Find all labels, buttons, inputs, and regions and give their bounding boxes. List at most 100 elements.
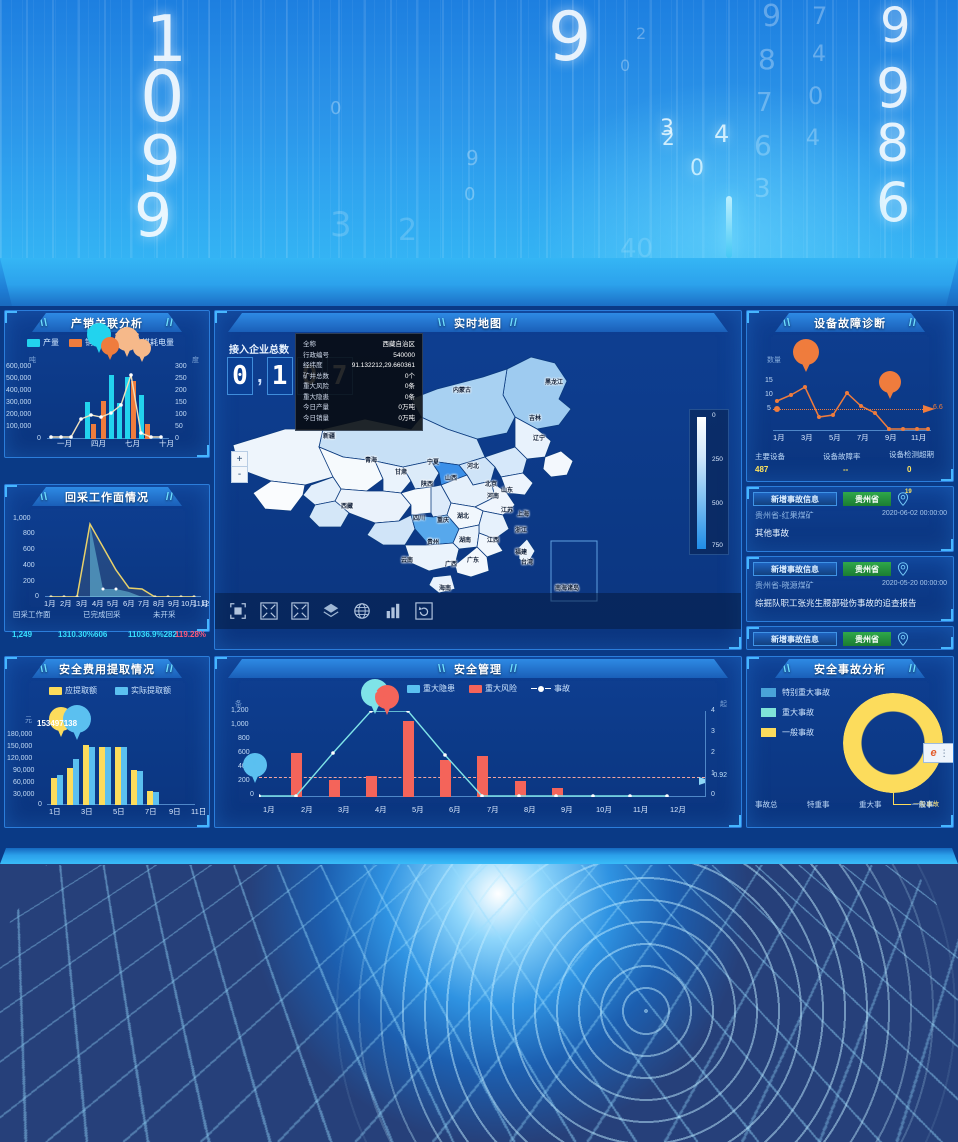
legend-item[interactable]: 产量 [27,337,59,348]
tooltip-row: 今日销量 0万吨 [303,414,415,425]
x-tick: 四月 [91,439,106,448]
footer-value: 0 [907,465,912,474]
legend-item[interactable]: 一般事故 [761,727,830,738]
x-tick: 十月 [159,439,174,448]
legend-label: 产量 [43,338,59,347]
legend-label: 应提取额 [65,686,97,695]
tooltip-key: 矿井总数 [303,372,329,380]
legend-label: 重大事故 [782,708,814,717]
province-label: 南海诸岛 [555,586,580,592]
footer-value: 119.28% [174,630,206,639]
line-series-equipment [774,385,935,431]
province-label: 江西 [487,538,500,544]
legend-gradient [697,417,706,549]
province-badge: 贵州省 [843,492,891,506]
tooltip-row: 重大风险 0条 [303,382,415,393]
mining-face-footer: 回采工作面 已完成回采 未开采 [5,609,209,629]
legend-item[interactable]: 重大隐患 [407,683,455,694]
map-zoom-in-button[interactable]: + [231,451,248,467]
footer-value: 11036.9%282 [128,630,177,639]
footer-value: 1,249 [12,630,33,639]
accident-card[interactable]: 新增事故信息 贵州省 [746,626,954,650]
balloon-marker[interactable]: 0 [879,371,901,401]
panel-title-text: 安全费用提取情况 [59,663,155,676]
location-pin-icon: 19 [897,489,912,507]
accident-card[interactable]: 新增事故信息 贵州省 19 贵州省-红果煤矿 2020-06-02 00:00:… [746,486,954,552]
dashboard-bottom-bar [0,848,958,864]
accident-tag: 新增事故信息 [753,562,837,576]
balloon-marker[interactable] [63,705,91,741]
chart-plot-equipment: 15 10 5 6.6 [765,373,943,431]
counter-label: 接入企业总数 [229,345,289,356]
title-slash-left: \\ [40,490,49,503]
province-label: 上海 [517,512,530,518]
balloon-value: 573.06 [86,328,112,337]
province-label: 吉林 [529,416,542,422]
balloon-marker[interactable]: 1075 [375,685,399,716]
legend-item[interactable]: 事故 [531,683,570,694]
legend-label: 特别重大事故 [782,688,830,697]
layers-icon[interactable] [322,602,340,620]
balloon-marker[interactable]: 272 [133,339,151,363]
tooltip-key: 重大隐患 [303,393,329,401]
select-region-icon[interactable] [229,602,247,620]
province-label: 青海 [365,458,378,464]
globe-icon[interactable] [353,602,371,620]
donut-callout-line [893,804,911,805]
balloon-value: 0 [252,758,258,767]
balloon-marker[interactable]: 5 [101,337,119,361]
legend-label: 重大隐患 [423,684,455,693]
accident-analysis-footer: 事故总 特重事 重大事 一般事 [747,799,953,825]
expand-icon[interactable] [260,602,278,620]
accident-tag: 新增事故信息 [753,632,837,646]
map-svg[interactable] [215,333,742,629]
legend-level: 500 [712,500,723,507]
legend-item[interactable]: 重大风险 [469,683,517,694]
map-zoom-controls: + - [231,451,248,483]
title-slash-right: // [165,662,174,675]
tooltip-key: 今日销量 [303,414,329,422]
line-series-hazards [259,711,705,797]
footer-label: 重大事 [859,800,882,809]
x-tick: 七月 [125,439,140,448]
title-slash-right: // [908,316,917,329]
chart-icon[interactable] [384,602,402,620]
y-axis-unit-right: 度 [192,357,199,364]
accident-time: 2020-05-20 00:00:00 [882,580,947,587]
tooltip-row: 今日产量 0万吨 [303,403,415,414]
donut-slice-label: 一般事故 [913,801,939,808]
legend-item[interactable]: 特别重大事故 [761,687,830,698]
tooltip-value: 540000 [393,351,415,359]
accident-desc: 其他事故 [755,528,790,538]
title-slash-left: \\ [783,662,792,675]
line-series-power [49,373,163,439]
legend-item[interactable]: 应提取额 [49,685,97,696]
province-label: 新疆 [323,434,336,440]
location-pin-icon [897,562,909,577]
legend-safety-cost: 应提取额 实际提取额 [49,685,171,696]
map-zoom-out-button[interactable]: - [231,467,248,483]
accident-card[interactable]: 新增事故信息 贵州省 贵州省-晓源煤矿 2020-05-20 00:00:00 … [746,556,954,622]
legend-item[interactable]: 重大事故 [761,707,830,718]
panel-title-map: \\ 实时地图 // [228,313,728,332]
panel-title-text: 回采工作面情况 [65,491,149,504]
balloon-marker[interactable]: 17 [793,339,819,373]
collapse-icon[interactable] [291,602,309,620]
legend-label: 一般事故 [782,728,814,737]
panel-title-mining-face: \\ 回采工作面情况 // [32,487,182,506]
panel-title-equipment: \\ 设备故障诊断 // [775,313,925,332]
china-map[interactable]: 黑龙江 内蒙古 吉林 辽宁 新疆 青海 甘肃 宁夏 陕西 山西 河北 北京 河南… [215,333,742,629]
chart-plot-safety-cost: 180,000 150,000 120,000 90,000 60,000 30… [7,731,195,808]
province-label: 黑龙江 [545,380,564,386]
legend-item[interactable]: 实际提取额 [115,685,171,696]
dashboard-top-bar [0,258,958,306]
browser-badge[interactable]: e ⋮ [923,743,953,763]
refresh-icon[interactable] [415,602,433,620]
footer-value: 1310.30%606 [58,630,108,639]
top-background: 1 0 9 9 9 9 9 8 6 9 8 7 6 3 7 4 0 4 3 4 … [0,0,958,262]
panel-title-text: 实时地图 [454,317,502,330]
dashboard-shell: \\ 产销关联分析 // 产量 销量 吨煤耗电量 吨 度 600,000 500… [0,258,958,864]
title-slash-right: // [509,662,518,675]
balloon-marker[interactable]: 0 [243,753,267,784]
footer-value: -- [843,465,849,474]
